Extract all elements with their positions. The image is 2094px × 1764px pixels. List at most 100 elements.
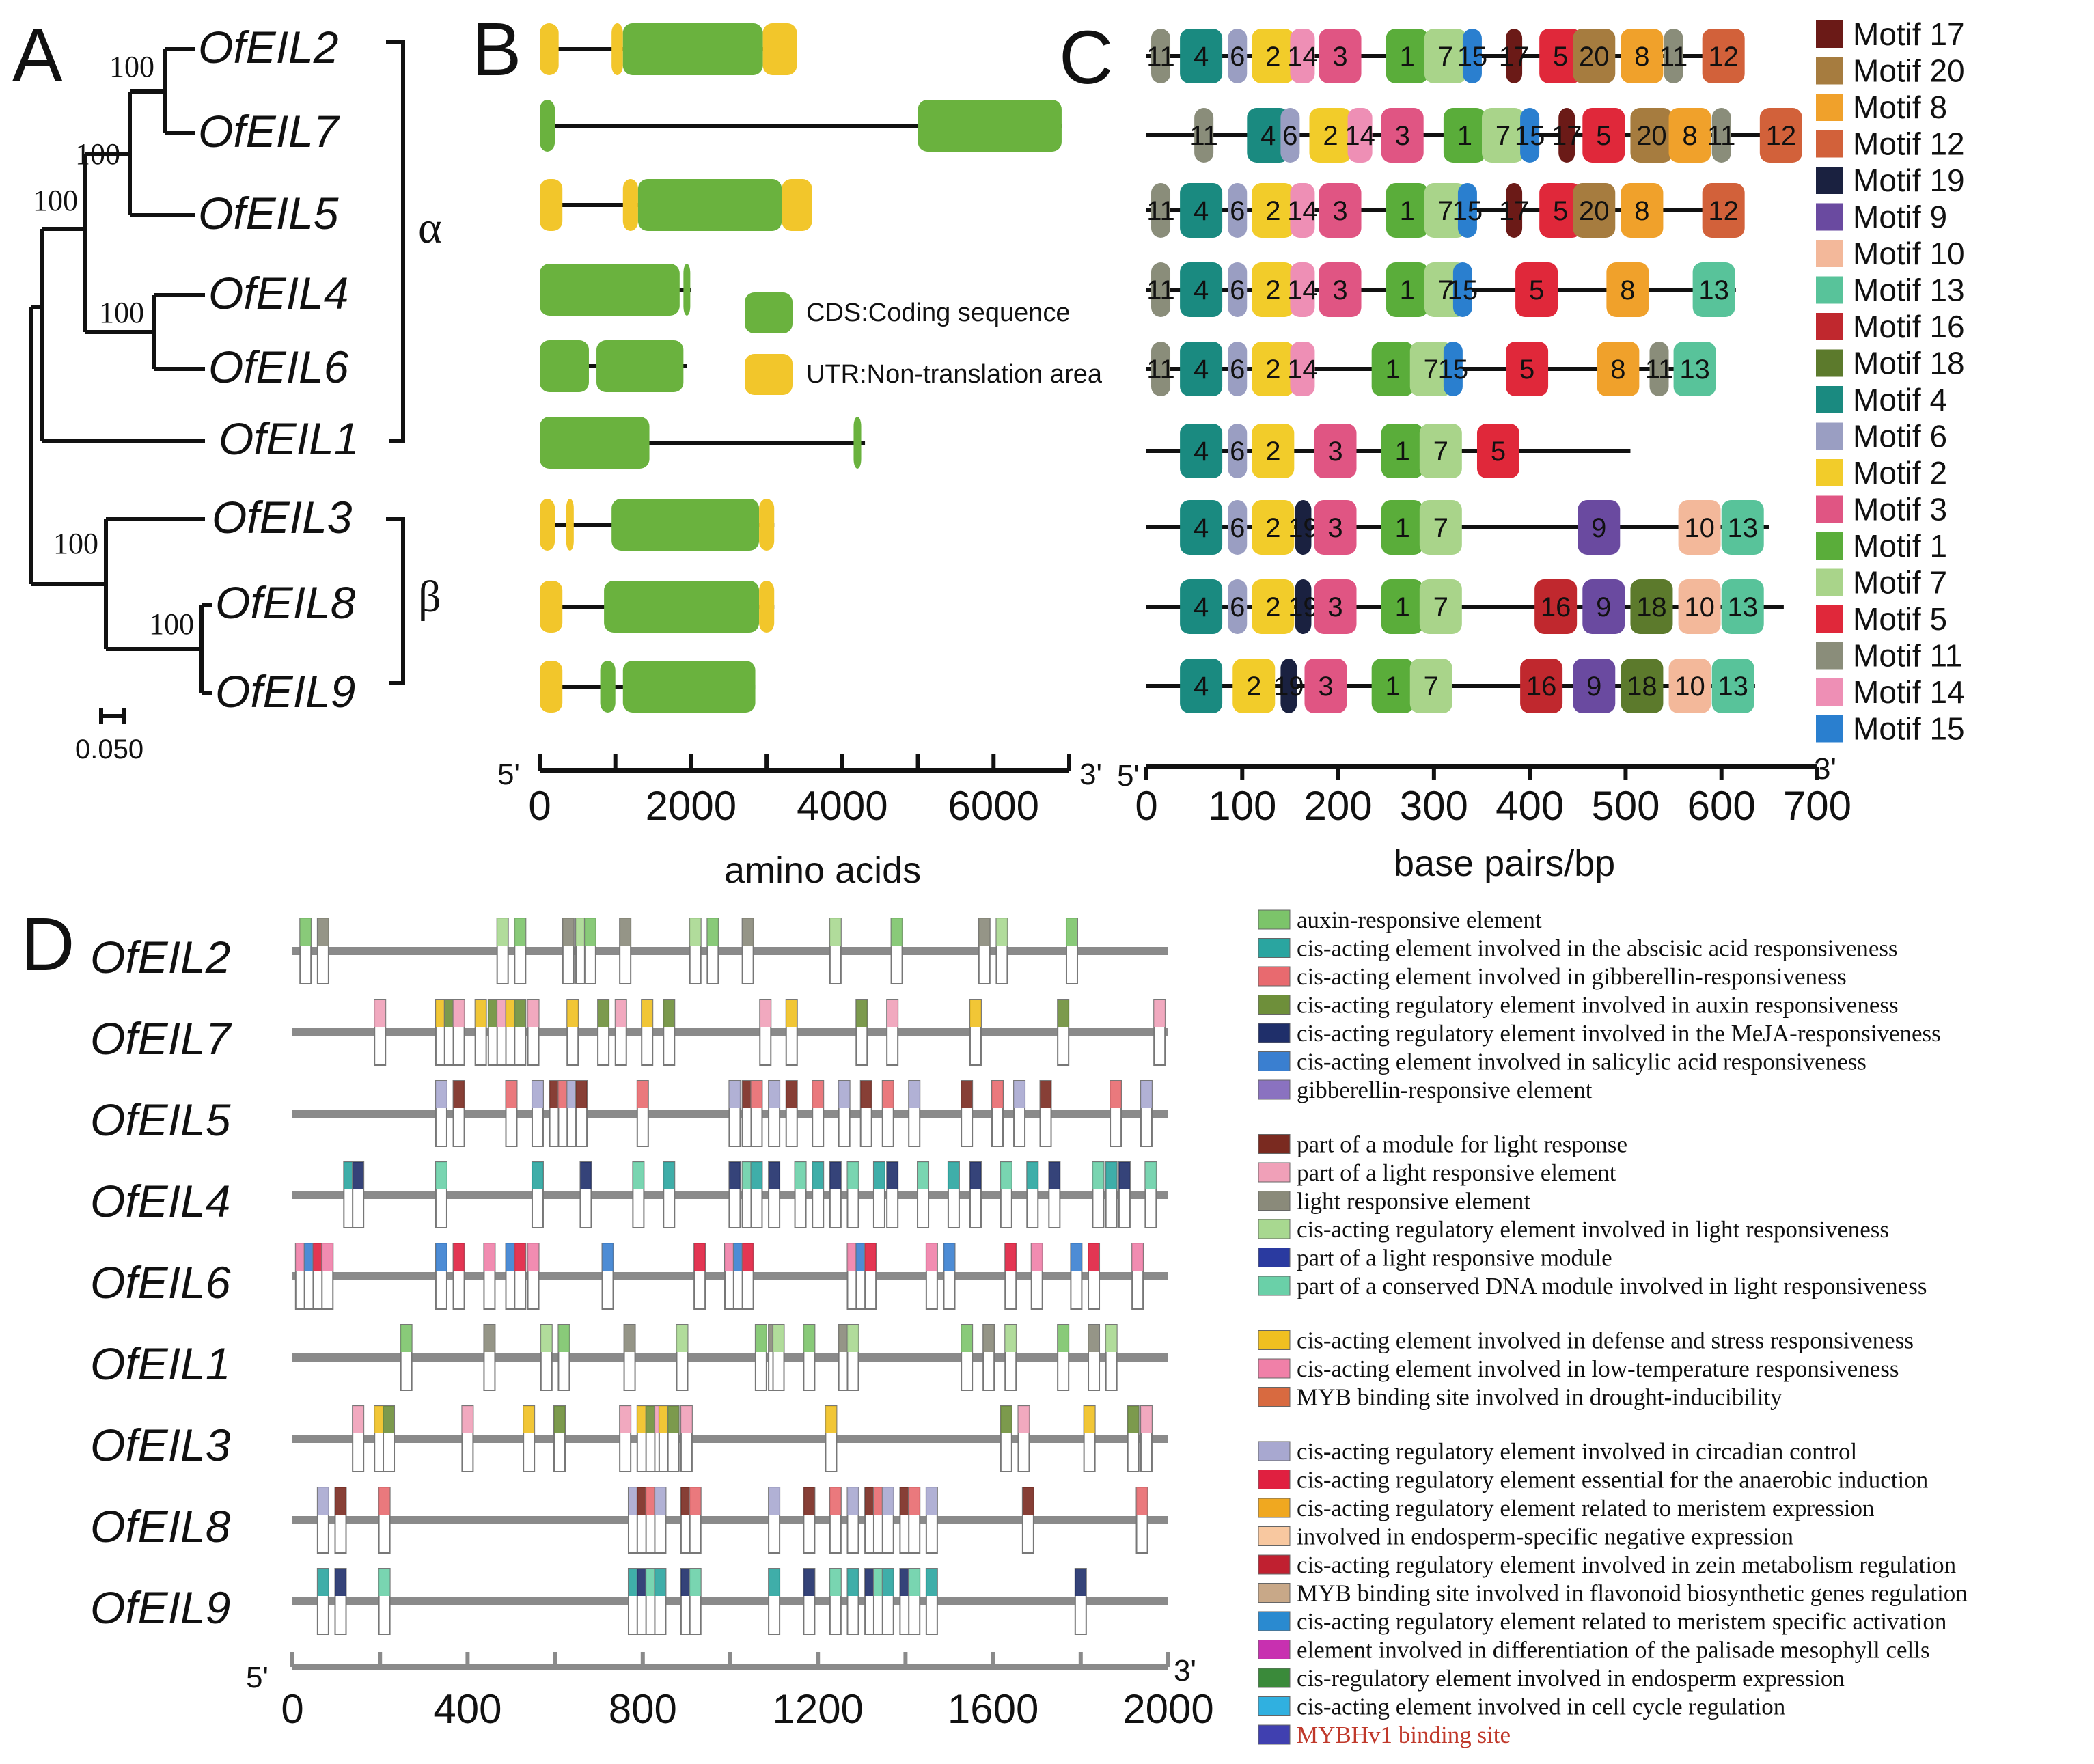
- motif-box-label: 9: [1596, 592, 1611, 622]
- promoter-legend-label: cis-acting element involved in defense a…: [1297, 1327, 1914, 1354]
- motif-box-label: 3: [1327, 437, 1342, 467]
- cis-element-color: [1040, 1081, 1051, 1108]
- panel-letter-c: C: [1059, 16, 1113, 100]
- motif-box: [1573, 183, 1616, 238]
- motif-box-label: 14: [1345, 121, 1375, 151]
- panel-letter-d: D: [20, 902, 74, 987]
- panel-letter-a: A: [12, 13, 63, 97]
- motif-box-label: 7: [1438, 42, 1453, 72]
- cis-element-color: [527, 1000, 539, 1027]
- utr-segment: [540, 581, 563, 633]
- motif-box-label: 1: [1386, 672, 1401, 702]
- tree-label-ofeil3: OfEIL3: [212, 492, 353, 542]
- motif-box-label: 4: [1194, 196, 1209, 226]
- cis-element-color: [882, 1487, 894, 1515]
- motif-xlabel: base pairs/bp: [1394, 843, 1615, 884]
- motif-box-label: 11: [1146, 275, 1175, 305]
- motif-tick-label: 100: [1208, 783, 1276, 829]
- motif-legend-swatch: [1816, 313, 1843, 340]
- motif-tick-label: 0: [1135, 783, 1157, 829]
- promoter-legend-label: part of a module for light response: [1297, 1131, 1627, 1158]
- cis-element-color: [1154, 1000, 1166, 1027]
- motif-box: [1573, 659, 1616, 713]
- motif-box: [1252, 183, 1295, 238]
- motif-box-label: 6: [1230, 196, 1245, 226]
- motif-box-label: 12: [1766, 121, 1797, 151]
- motif-box: [1534, 579, 1578, 634]
- motif-box-label: 8: [1610, 355, 1625, 385]
- motif-legend-label: Motif 4: [1853, 382, 1947, 417]
- cis-element-color: [1092, 1162, 1104, 1189]
- cis-element-color: [803, 1569, 815, 1596]
- motif-box: [1228, 183, 1248, 238]
- utr-legend-label: UTR:Non-translation area: [806, 360, 1103, 389]
- motif-box: [1180, 342, 1223, 396]
- motif-box-label: 16: [1541, 592, 1571, 622]
- cis-element-color: [825, 1406, 837, 1433]
- cis-element-color: [1005, 1243, 1017, 1271]
- tree-gene-labels: OfEIL2 OfEIL7 OfEIL5 OfEIL4 OfEIL6 OfEIL…: [75, 22, 442, 764]
- motif-box: [1711, 659, 1754, 713]
- cis-element-color: [453, 1243, 465, 1271]
- bootstrap-value: 100: [75, 137, 120, 171]
- promoter-legend-label: cis-acting regulatory element involved i…: [1297, 1216, 1889, 1243]
- motif-legend-swatch: [1816, 94, 1843, 121]
- motif-box: [1252, 424, 1295, 478]
- motif-box-label: 1: [1386, 355, 1401, 385]
- cis-element-color: [755, 1325, 767, 1352]
- cis-element-color: [663, 1000, 675, 1027]
- cds-segment: [853, 417, 862, 469]
- cis-element-color: [882, 1081, 894, 1108]
- promoter-tick-label: 1200: [772, 1686, 863, 1732]
- motif-box-label: 3: [1332, 196, 1347, 226]
- cis-element-color: [1000, 1406, 1012, 1433]
- cis-element-color: [1000, 1162, 1012, 1189]
- promoter-legend-label: gibberellin-responsive element: [1297, 1077, 1593, 1103]
- cis-element-color: [514, 1000, 526, 1027]
- cis-element-color: [584, 918, 596, 946]
- motif-box-label: 1: [1400, 196, 1415, 226]
- promoter-label-ofeil1: OfEIL1: [90, 1338, 230, 1389]
- clade-bracket-beta: [386, 517, 405, 685]
- motif-box: [1443, 108, 1486, 163]
- cis-element-color: [558, 1325, 570, 1352]
- motif-box-label: 4: [1194, 513, 1209, 543]
- motif-legend-label: Motif 8: [1853, 89, 1947, 125]
- cis-element-color: [322, 1243, 333, 1271]
- cis-element-color: [475, 1000, 486, 1027]
- cis-element-color: [1118, 1162, 1130, 1189]
- promoter-legend-swatch: [1258, 995, 1291, 1015]
- promoter-legend-label: element involved in differentiation of t…: [1297, 1637, 1930, 1664]
- cis-element-color: [769, 1081, 780, 1108]
- utr-segment: [566, 499, 574, 551]
- motif-legend-label: Motif 5: [1853, 601, 1947, 637]
- motif-box-label: 5: [1529, 275, 1544, 305]
- cis-element-color: [918, 1162, 929, 1189]
- cis-element-color: [729, 1081, 741, 1108]
- cis-element-color: [1105, 1162, 1117, 1189]
- motif-box-label: 15: [1452, 196, 1483, 226]
- cis-element-color: [803, 1325, 815, 1352]
- motif-box: [1247, 108, 1290, 163]
- tree-label-ofeil9: OfEIL9: [215, 666, 355, 717]
- motif-box: [1664, 29, 1683, 83]
- utr-segment: [759, 499, 775, 551]
- motif-box-label: 11: [1189, 121, 1218, 151]
- motif-box-label: 17: [1552, 121, 1582, 151]
- promoter-legend-label: cis-acting regulatory element involved i…: [1297, 992, 1899, 1019]
- cis-element-color: [602, 1243, 614, 1271]
- motif-box: [1621, 659, 1664, 713]
- panel-letter-b: B: [471, 8, 521, 92]
- cis-element-color: [453, 1081, 465, 1108]
- cis-element-color: [969, 1162, 981, 1189]
- promoter-legend-label: cis-acting element involved in cell cycl…: [1297, 1694, 1785, 1720]
- promoter-label-ofeil3: OfEIL3: [90, 1420, 231, 1470]
- motif-box-label: 11: [1707, 121, 1736, 151]
- motif-box-label: 6: [1230, 592, 1245, 622]
- cis-element-color: [860, 1081, 872, 1108]
- cis-element-color: [497, 918, 508, 946]
- cis-element-color: [847, 1569, 859, 1596]
- motif-box: [1180, 424, 1223, 478]
